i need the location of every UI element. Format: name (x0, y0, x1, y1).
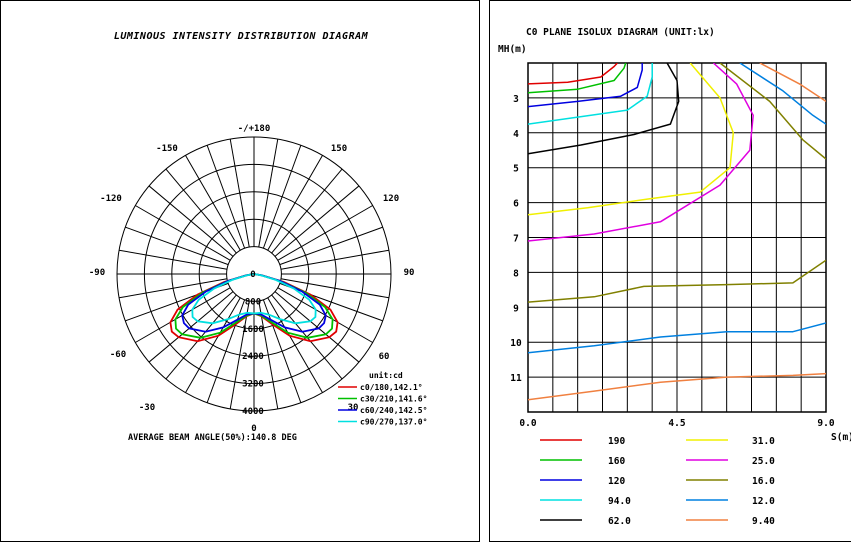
y-tick-label: 3 (513, 94, 519, 105)
polar-spoke (148, 291, 234, 363)
legend-label: 94.0 (608, 496, 631, 507)
polar-radial-label: 2400 (242, 352, 264, 362)
isolux-curve (719, 63, 826, 160)
legend-label: 62.0 (608, 516, 631, 527)
y-tick-label: 6 (513, 199, 519, 210)
polar-spoke (229, 300, 250, 410)
isolux-curve (528, 63, 627, 94)
x-tick-label: 0.0 (519, 418, 536, 429)
polar-spoke (271, 168, 343, 254)
polar-spoke (274, 185, 360, 257)
isolux-panel: C0 PLANE ISOLUX DIAGRAM (UNIT:lx) MH(m) … (489, 0, 851, 542)
y-tick-label: 4 (513, 129, 519, 140)
polar-spoke (185, 155, 241, 251)
isolux-curve (528, 63, 680, 155)
isolux-curve (528, 63, 618, 85)
polar-spoke (279, 226, 383, 266)
polar-angle-label: 120 (383, 194, 399, 204)
polar-spoke (229, 138, 250, 248)
legend-label: 160 (608, 456, 625, 467)
polar-spoke (165, 168, 237, 254)
y-tick-label: 8 (513, 268, 519, 279)
polar-angle-label: -90 (89, 268, 105, 278)
polar-angle-label: 0 (251, 424, 256, 434)
polar-radial-label: 4000 (242, 407, 264, 417)
isolux-curve (528, 63, 643, 108)
intensity-curve (191, 273, 317, 325)
legend-label: 9.40 (752, 516, 775, 527)
polar-angle-label: -150 (156, 144, 178, 154)
y-tick-label: 7 (513, 234, 519, 245)
polar-angle-label: 30 (348, 403, 359, 413)
polar-angle-label: -30 (139, 403, 155, 413)
y-axis-label: MH(m) (498, 44, 527, 55)
polar-angle-label: 60 (379, 352, 390, 362)
polar-spoke (125, 226, 229, 266)
polar-spoke (277, 205, 373, 261)
x-tick-label: 4.5 (668, 418, 685, 429)
polar-spoke (280, 278, 390, 299)
legend-label: 12.0 (752, 496, 775, 507)
polar-radial-label: 3200 (242, 380, 264, 390)
isolux-curve (759, 63, 826, 103)
isolux-curve (528, 259, 826, 303)
legend-label: c0/180,142.1° (360, 383, 423, 392)
polar-radial-label: 800 (245, 297, 261, 307)
isolux-curve (528, 322, 826, 354)
legend-label: 16.0 (752, 476, 775, 487)
legend-label: 120 (608, 476, 625, 487)
polar-spoke (258, 138, 279, 248)
polar-spoke (148, 185, 234, 257)
legend-title: unit:cd (369, 370, 403, 380)
isolux-curve (528, 63, 735, 216)
polar-radial-label: 1600 (242, 325, 264, 335)
beam-angle-text: AVERAGE BEAM ANGLE(50%):140.8 DEG (128, 433, 297, 443)
polar-spoke (258, 300, 279, 410)
polar-angle-label: -60 (110, 350, 126, 360)
isolux-chart-title: C0 PLANE ISOLUX DIAGRAM (UNIT:lx) (526, 27, 715, 38)
y-tick-label: 11 (510, 373, 522, 384)
y-tick-label: 5 (513, 164, 519, 175)
polar-spoke (185, 297, 241, 393)
polar-spoke (267, 155, 323, 251)
polar-spoke (262, 145, 302, 249)
legend-label: c30/210,141.6° (360, 395, 427, 404)
polar-spoke (206, 299, 246, 403)
isolux-curve (528, 63, 653, 125)
isolux-curve (528, 63, 754, 242)
polar-spoke (135, 205, 231, 261)
polar-spoke (274, 291, 360, 363)
legend-label: 25.0 (752, 456, 775, 467)
x-axis-label: S(m) (831, 432, 851, 443)
y-tick-label: 9 (513, 303, 519, 314)
isolux-curve (739, 63, 826, 125)
polar-spoke (118, 278, 228, 299)
legend-label: 31.0 (752, 436, 775, 447)
polar-spoke (118, 249, 228, 270)
legend-label: 190 (608, 436, 625, 447)
polar-spoke (280, 249, 390, 270)
polar-chart: -/+180 -150 150 -120 120 -90 90 -60 60 -30 30 0 0 800… (89, 124, 428, 443)
legend-label: c90/270,137.0° (360, 418, 427, 427)
polar-angle-label: 150 (331, 144, 347, 154)
intensity-distribution-panel: LUMINOUS INTENSITY DISTRIBUTION DIAGRAM … (0, 0, 480, 542)
isolux-curve (528, 372, 826, 401)
x-tick-label: 9.0 (817, 418, 834, 429)
polar-angle-label: -120 (100, 194, 122, 204)
polar-chart-title: LUMINOUS INTENSITY DISTRIBUTION DIAGRAM (113, 31, 369, 42)
polar-angle-label: 90 (404, 268, 415, 278)
polar-radial-label: 0 (250, 270, 255, 280)
y-tick-label: 10 (510, 338, 522, 349)
polar-spoke (267, 297, 323, 393)
polar-angle-label: -/+180 (238, 124, 271, 134)
legend-label: c60/240,142.5° (360, 406, 427, 415)
polar-spoke (206, 145, 246, 249)
polar-spoke (262, 299, 302, 403)
isolux-chart: 3 4 5 6 7 8 9 10 11 0.0 4.5 9.0 S(m) 190 31.0 160 25.0 12… (510, 62, 851, 527)
